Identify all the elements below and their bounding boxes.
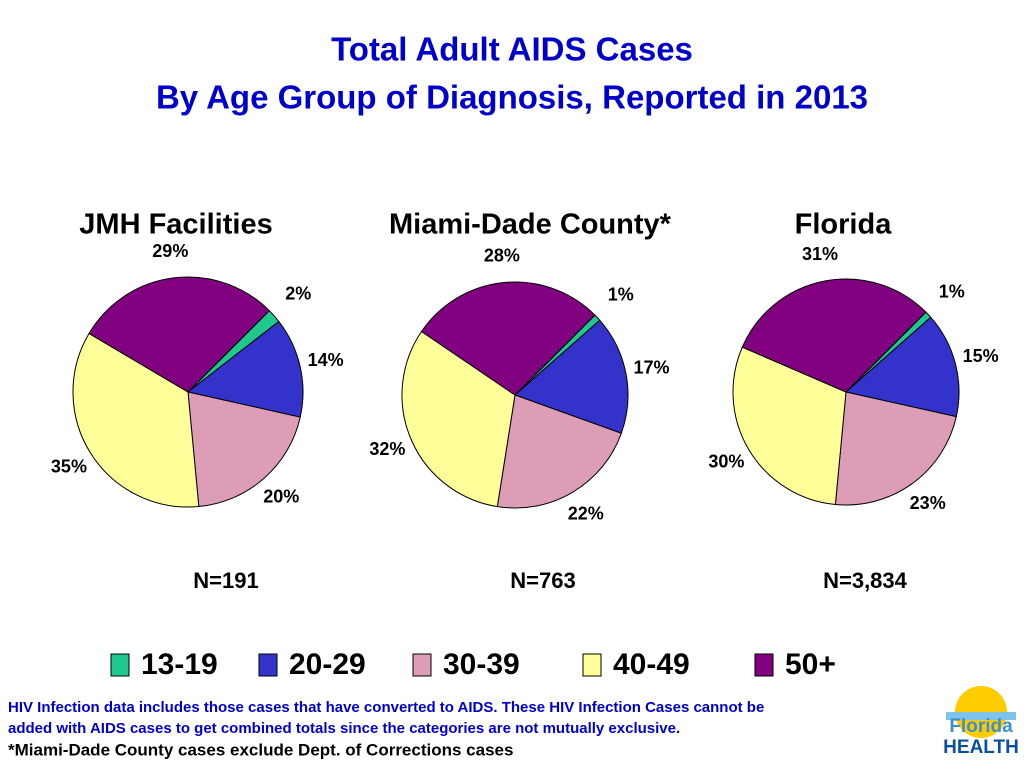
pie-slice	[496, 394, 622, 509]
legend-swatch	[258, 653, 278, 677]
pie-slice	[72, 332, 200, 508]
slice-label: 30%	[708, 452, 744, 472]
slice-label: 15%	[963, 346, 999, 366]
n-label: N=191	[193, 568, 258, 593]
slice-label: 23%	[910, 493, 946, 513]
pie-slice	[741, 278, 927, 393]
logo-text: HEALTH	[943, 737, 1019, 758]
legend-label: 13-19	[141, 648, 218, 681]
legend-label: 50+	[785, 648, 836, 681]
slice-label: 2%	[285, 284, 311, 304]
legend-label: 20-29	[289, 648, 366, 681]
logo-water	[946, 712, 1016, 720]
legend-swatch	[582, 653, 602, 677]
pie-slice	[88, 276, 271, 393]
slice-label: 35%	[51, 456, 87, 476]
logo-text: Florida	[949, 716, 1013, 737]
logo: Florida HEALTH	[943, 682, 1019, 764]
slice-label: 1%	[608, 284, 634, 304]
pie-slice	[844, 316, 960, 418]
slice-label: 31%	[802, 244, 838, 264]
pie-slice	[401, 330, 516, 508]
footnote: *Miami-Dade County cases exclude Dept. o…	[8, 740, 513, 759]
legend-label: 40-49	[613, 648, 690, 681]
slice-label: 1%	[939, 281, 965, 301]
slice-label: 20%	[263, 487, 299, 507]
chart-title: JMH Facilities	[79, 209, 272, 241]
slice-label: 28%	[484, 245, 520, 265]
legend-swatch	[412, 653, 432, 677]
slice-label: 22%	[568, 503, 604, 523]
slice-label: 14%	[308, 350, 344, 370]
chart-title: Miami-Dade County*	[389, 209, 672, 241]
n-label: N=3,834	[823, 568, 908, 593]
title-line: By Age Group of Diagnosis, Reported in 2…	[156, 79, 868, 116]
chart-title: Florida	[795, 209, 893, 241]
pie-slice	[834, 391, 957, 506]
legend-swatch	[754, 653, 774, 677]
pie-slice	[187, 391, 301, 508]
n-label: N=763	[510, 568, 575, 593]
slice-label: 17%	[634, 358, 670, 378]
slice-label: 29%	[152, 241, 188, 261]
pie-slice	[420, 281, 596, 396]
legend-swatch	[110, 653, 130, 677]
pie-slice	[186, 320, 304, 418]
slice-label: 32%	[369, 439, 405, 459]
footnote: added with AIDS cases to get combined to…	[8, 720, 680, 737]
title-line: Total Adult AIDS Cases	[331, 31, 693, 68]
pie-slice	[732, 346, 847, 506]
legend-label: 30-39	[443, 648, 520, 681]
footnote: HIV Infection data includes those cases …	[8, 699, 764, 716]
